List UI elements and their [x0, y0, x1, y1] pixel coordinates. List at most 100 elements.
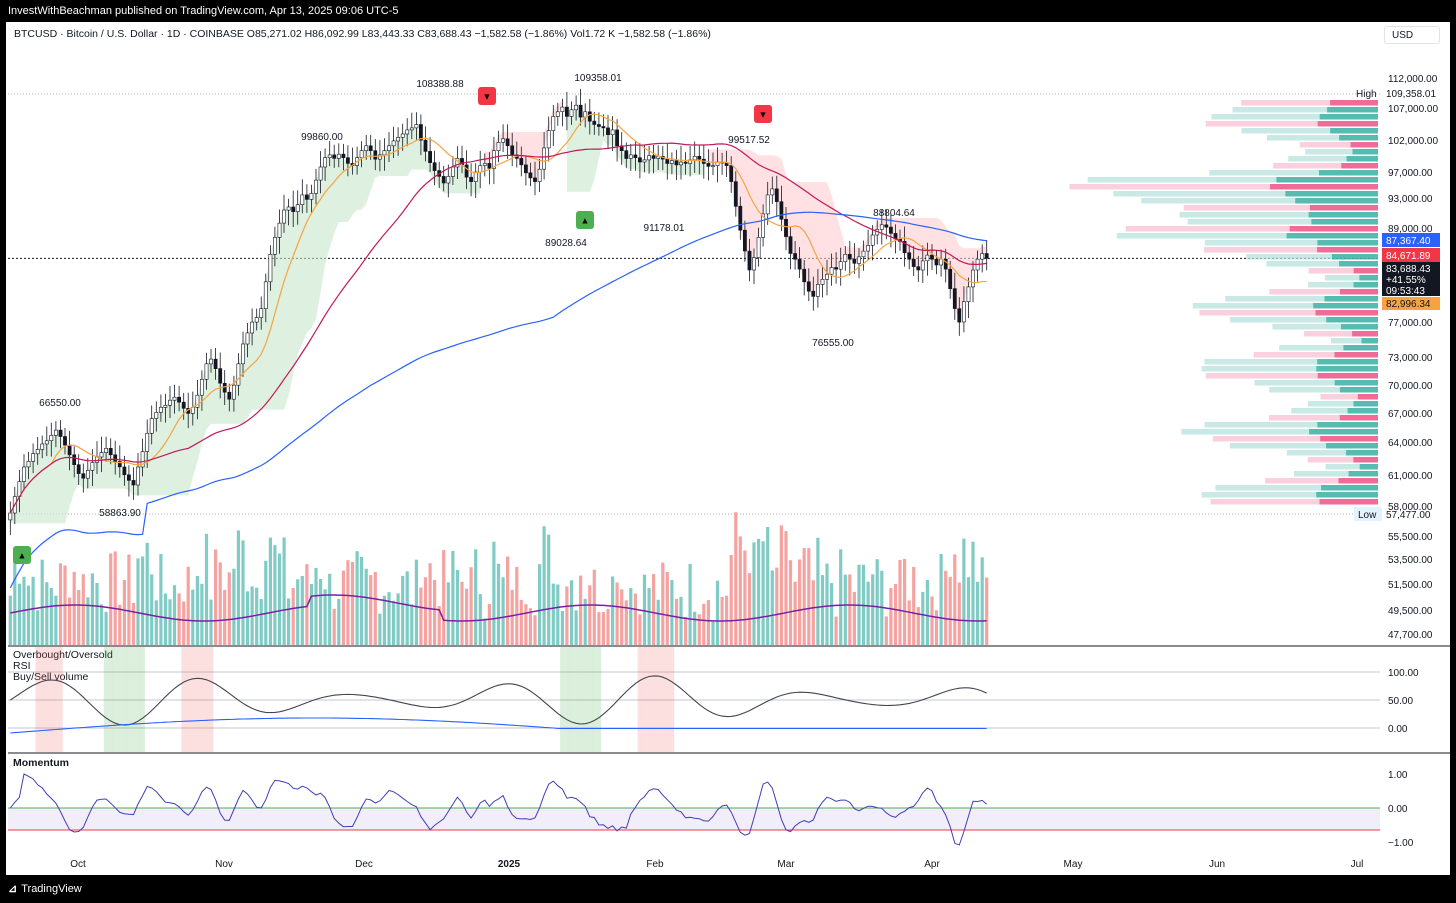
profile-bar [1320, 394, 1378, 400]
candle-body [610, 129, 615, 135]
publisher-text: InvestWithBeachman published on TradingV… [8, 5, 399, 17]
candle-body [63, 436, 67, 446]
volume-bar [533, 615, 537, 645]
profile-bar-core [1347, 408, 1378, 414]
profile-bar-core [1339, 135, 1378, 141]
volume-bar [948, 576, 952, 645]
overbought-zone [651, 647, 656, 752]
profile-bar [1307, 401, 1378, 407]
candle-body [473, 171, 478, 182]
volume-bar [747, 573, 752, 645]
volume-bar [346, 560, 350, 645]
oversold-zone [103, 647, 109, 752]
volume-bar [369, 575, 373, 645]
candle-body [930, 254, 934, 260]
profile-bar-core [1359, 464, 1378, 470]
volume-bar [245, 591, 250, 645]
last-price: 83,688.43 [1386, 264, 1431, 275]
volume-bar [788, 560, 793, 645]
oversold-zone [131, 647, 136, 752]
profile-bar-core [1327, 107, 1378, 113]
volume-bar [127, 554, 131, 645]
volume-bar [980, 557, 984, 645]
profile-bar [1269, 415, 1378, 421]
volume-bar [159, 554, 163, 645]
ma-fast-tag: 82,996.34 [1386, 299, 1431, 310]
volume-bar [401, 575, 405, 645]
volume-bar [547, 534, 551, 645]
price-tick-label: 93,000.00 [1388, 194, 1433, 205]
profile-bar [1201, 366, 1378, 372]
overbought-zone [669, 647, 675, 752]
candle-body [218, 368, 223, 384]
profile-bar-core [1310, 205, 1378, 211]
volume-bar [798, 559, 802, 645]
currency-button[interactable]: USD [1384, 26, 1440, 44]
footer-brand[interactable]: TradingView [21, 883, 82, 895]
candle-body [469, 176, 474, 182]
profile-bar-core [1319, 499, 1378, 505]
volume-bar [697, 614, 701, 645]
candle-body [564, 106, 569, 117]
volume-bar [939, 554, 943, 645]
profile-bar [1215, 485, 1378, 491]
candle-body [857, 256, 861, 264]
volume-ma-line [10, 594, 987, 622]
candle-body [418, 124, 423, 141]
time-tick-label: Nov [215, 859, 233, 870]
price-annotation: 88804.64 [873, 208, 915, 219]
candle-body [542, 147, 547, 170]
candle-body [834, 267, 839, 270]
candle-body [523, 164, 528, 174]
volume-bar [647, 588, 651, 645]
candle-body [747, 250, 752, 271]
time-tick-label: Mar [777, 859, 795, 870]
candle-body [911, 258, 916, 267]
candle-body [428, 151, 433, 163]
profile-bar [1324, 275, 1378, 281]
profile-bar-core [1316, 492, 1378, 498]
volume-bar [410, 604, 414, 645]
profile-bar-core [1338, 478, 1378, 484]
volume-bar [223, 589, 227, 645]
overbought-zone [637, 647, 643, 752]
ma-mid-tag-bg [1382, 248, 1440, 262]
volume-bar [122, 580, 126, 645]
volume-bar [437, 606, 441, 645]
price-tick-label: 47,700.00 [1388, 630, 1433, 641]
candle-body [546, 130, 551, 149]
oversold-zone [564, 647, 570, 752]
profile-bar [1291, 408, 1378, 414]
volume-bar [743, 550, 747, 645]
profile-bar [1211, 114, 1378, 120]
volume-bar [501, 577, 505, 645]
volume-bar [711, 621, 715, 645]
low-value: 57,477.00 [1386, 510, 1431, 521]
overbought-zone [208, 647, 214, 752]
candle-body [400, 133, 405, 138]
candle-body [58, 429, 63, 437]
candle-body [368, 145, 373, 152]
volume-bar [702, 603, 706, 645]
candle-body [72, 454, 77, 465]
overbought-zone [199, 647, 205, 752]
overbought-zone [181, 647, 186, 752]
candle-body [811, 290, 816, 297]
candle-body [309, 193, 314, 200]
profile-bar [1305, 149, 1378, 155]
profile-bar-core [1289, 226, 1378, 232]
profile-bar-core [1317, 247, 1378, 253]
oversold-zone [560, 647, 565, 752]
profile-bar [1201, 492, 1378, 498]
price-tick-label: 112,000.00 [1388, 74, 1438, 85]
volume-bar [816, 537, 820, 645]
bull-cloud [566, 105, 704, 192]
volume-bar [848, 574, 852, 645]
candle-body [359, 150, 364, 159]
candle-body [232, 384, 236, 400]
volume-bar [715, 580, 720, 645]
candle-body [555, 111, 560, 117]
volume-bar [218, 562, 222, 645]
profile-bar [1210, 499, 1378, 505]
